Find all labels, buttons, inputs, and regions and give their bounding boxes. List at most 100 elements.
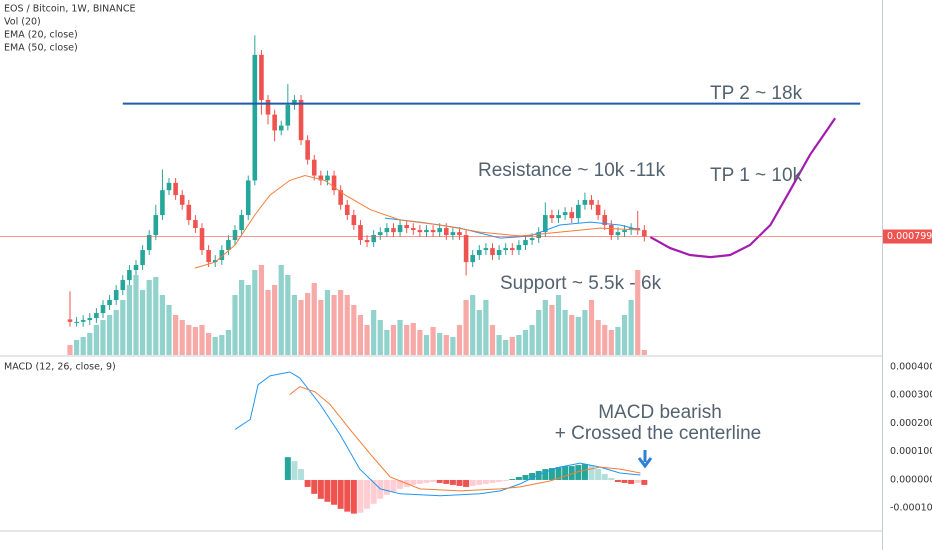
histogram-bar — [443, 479, 450, 484]
volume-bar — [80, 337, 86, 355]
volume-bar — [410, 323, 416, 355]
candle-body — [424, 230, 429, 233]
candle-body — [569, 212, 575, 219]
candle-body — [602, 215, 608, 226]
candle-body — [476, 250, 482, 256]
candle-body — [529, 238, 535, 241]
volume-bar — [252, 270, 258, 355]
volume-bar — [621, 315, 628, 355]
candle-body — [549, 215, 555, 219]
histogram-bar — [621, 479, 628, 483]
volume-bar — [437, 333, 443, 355]
volume-bar — [225, 330, 232, 355]
candle-body — [417, 230, 423, 233]
candle-body — [364, 240, 370, 243]
volume-bar — [423, 335, 430, 355]
volume-bar — [192, 327, 199, 355]
volume-bar — [555, 295, 562, 355]
candle-body — [457, 232, 462, 236]
candle-body — [536, 232, 542, 239]
arrow — [637, 450, 653, 469]
candle-body — [133, 265, 139, 271]
volume-bar — [106, 315, 113, 355]
candle-body — [595, 204, 601, 216]
candle-body — [259, 54, 264, 100]
volume-bar — [450, 337, 456, 355]
volume-bar — [536, 310, 542, 355]
candle-body — [245, 180, 251, 216]
volume-bar — [87, 333, 93, 355]
volume-bar — [483, 300, 489, 355]
volume-bar — [272, 285, 278, 355]
candle-body — [120, 280, 126, 291]
candle-body — [463, 235, 469, 263]
volume-bar — [245, 285, 251, 355]
volume-bar — [443, 335, 449, 355]
volume-bar — [258, 265, 265, 355]
candle-body — [589, 199, 594, 205]
histogram-bar — [390, 479, 397, 492]
candle-body — [94, 313, 99, 319]
volume-bar — [113, 310, 119, 355]
candle-body — [404, 225, 409, 229]
candle-body — [67, 319, 73, 322]
candle-body — [490, 248, 495, 256]
histogram-bar — [430, 479, 437, 482]
histogram-bar — [364, 479, 371, 509]
candle-body — [206, 250, 211, 263]
annotation: + Crossed the centerline — [555, 423, 761, 444]
volume-bar — [390, 325, 397, 355]
volume-bar — [199, 325, 205, 355]
pane-title: MACD (12, 26, close, 9) — [4, 362, 116, 373]
volume-bar — [602, 325, 608, 355]
annotation: TP 2 ~ 18k — [710, 83, 803, 104]
histogram-bar — [562, 466, 569, 480]
volume-bar — [139, 290, 146, 355]
candle-body — [226, 240, 231, 251]
candle-body — [239, 215, 244, 231]
candle-body — [582, 199, 588, 205]
volume-bar — [562, 310, 568, 355]
candle-body — [252, 54, 258, 181]
volume-bar — [305, 293, 311, 355]
volume-bar — [417, 330, 423, 355]
histogram-bar — [350, 479, 357, 514]
candle-body — [318, 175, 324, 181]
last-price-tag — [883, 229, 932, 244]
volume-bar — [126, 285, 132, 355]
annotation: Support ~ 5.5k - 6k — [500, 273, 662, 294]
volume-bar — [529, 325, 535, 355]
candle-body — [153, 215, 159, 236]
histogram-bar — [568, 466, 575, 480]
candle-body — [443, 228, 449, 236]
volume-bar — [397, 320, 403, 355]
volume-bar — [628, 300, 634, 355]
candle-body — [562, 212, 568, 216]
histogram-bar — [641, 479, 648, 485]
volume-bar — [635, 270, 641, 355]
histogram-bar — [595, 469, 602, 480]
volume-bar — [615, 327, 621, 355]
y-tick-label: 0.0003000 — [890, 390, 932, 401]
histogram-bar — [608, 477, 615, 480]
histogram-bar — [456, 479, 463, 486]
volume-bar — [338, 290, 344, 355]
volume-bar — [503, 340, 509, 355]
histogram-bar — [614, 479, 621, 482]
volume-bar — [146, 280, 152, 355]
candle-body — [173, 182, 178, 196]
histogram-bar — [575, 465, 582, 480]
volume-bar — [582, 310, 588, 355]
last-price-label: 0.0007998 — [887, 231, 932, 242]
candle-body — [358, 225, 363, 241]
candle-body — [199, 228, 205, 251]
volume-bar — [318, 300, 324, 355]
volume-bar — [285, 275, 291, 355]
line — [649, 117, 837, 259]
candle-body — [298, 99, 304, 141]
line — [289, 386, 641, 492]
histogram-bar — [284, 457, 291, 480]
histogram-bar — [304, 479, 311, 487]
volume-bar — [522, 330, 529, 355]
